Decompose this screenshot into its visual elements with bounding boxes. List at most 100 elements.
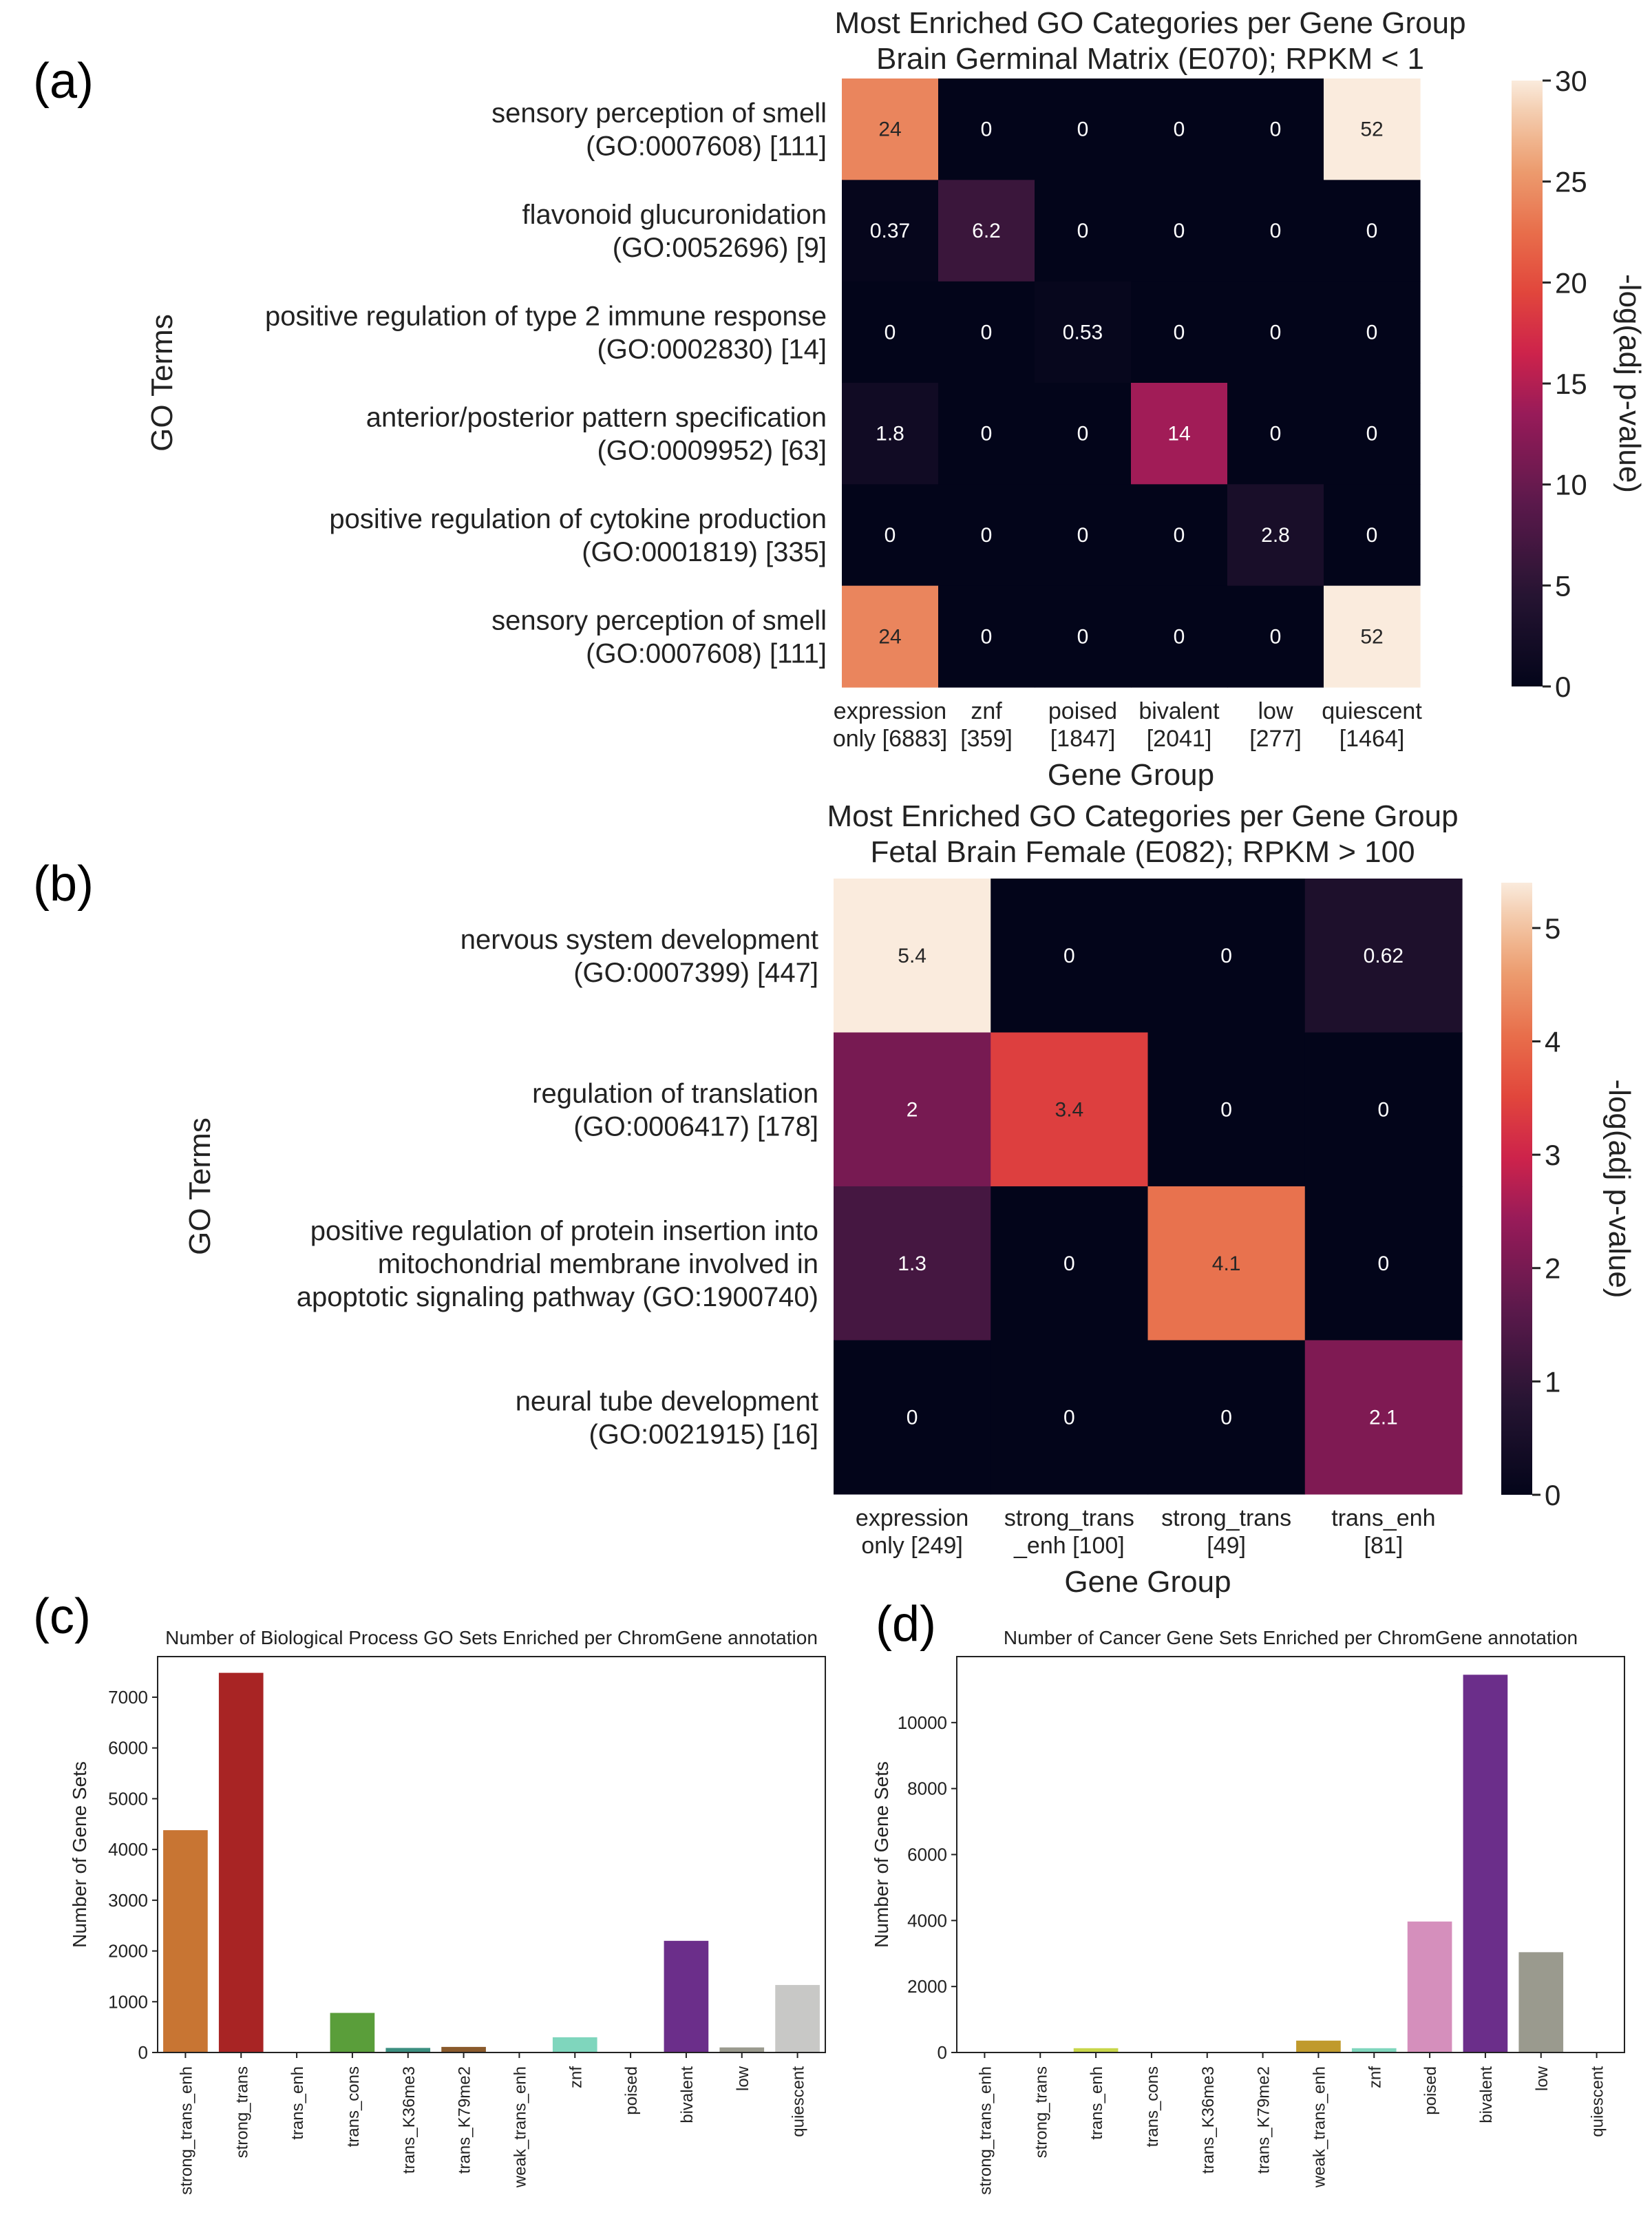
y-tick-label: 5000 [108, 1788, 148, 1809]
cell-value-label: 3.4 [1055, 1098, 1084, 1121]
heatmap-cell [938, 78, 1035, 180]
x-tick-label: strong_trans_enh [177, 2066, 195, 2195]
x-tick-label: trans_enh [1088, 2066, 1106, 2140]
y-tick-label: sensory perception of smell [491, 605, 827, 636]
heatmap-cell [842, 585, 939, 688]
x-tick-label: quiescent [790, 2066, 808, 2137]
heatmap-cell [1131, 585, 1228, 688]
y-tick-label: regulation of translation [532, 1078, 818, 1109]
bar [775, 1984, 820, 2052]
cell-value-label: 0 [1220, 1098, 1232, 1121]
y-tick-label: apoptotic signaling pathway (GO:1900740) [297, 1282, 818, 1312]
bar [163, 1830, 208, 2052]
x-tick-label: strong_trans [233, 2066, 251, 2158]
bar [552, 2037, 597, 2052]
y-tick-label: positive regulation of cytokine producti… [329, 504, 827, 534]
cell-value-label: 0 [1077, 524, 1089, 547]
y-tick-label: (GO:0007608) [111] [586, 132, 827, 162]
cell-value-label: 0 [1077, 423, 1089, 445]
colorbar-tick-label: 30 [1555, 65, 1587, 97]
cell-value-label: 2.8 [1261, 524, 1290, 547]
x-tick-label: bivalent [1477, 2066, 1496, 2123]
y-axis-label: Number of Gene Sets [871, 1761, 892, 1948]
colorbar-tick-label: 1 [1545, 1365, 1560, 1398]
chart-title: Number of Biological Process GO Sets Enr… [165, 1627, 818, 1648]
y-tick-label: 8000 [907, 1778, 947, 1799]
y-tick-label: positive regulation of type 2 immune res… [265, 301, 827, 331]
heatmap-b: Most Enriched GO Categories per Gene Gro… [183, 799, 1636, 1599]
x-tick-label: poised [1048, 698, 1117, 724]
x-tick-label: only [6883] [833, 726, 947, 752]
y-tick-label: 7000 [108, 1687, 148, 1708]
x-axis-label: Gene Group [1048, 758, 1214, 792]
cell-value-label: 0 [1174, 321, 1185, 344]
cell-value-label: 0 [1378, 1252, 1390, 1275]
cell-value-label: 2 [907, 1098, 918, 1121]
heatmap-cell [834, 1340, 991, 1495]
y-tick-label: 6000 [108, 1738, 148, 1758]
y-tick-label: (GO:0052696) [9] [613, 233, 827, 263]
colorbar [1501, 883, 1532, 1495]
x-tick-label: [49] [1207, 1533, 1246, 1559]
cell-value-label: 0.37 [870, 220, 910, 242]
x-tick-label: bivalent [678, 2066, 697, 2123]
y-tick-label: mitochondrial membrane involved in [378, 1249, 818, 1279]
heatmap-a: Most Enriched GO Categories per Gene Gro… [145, 6, 1646, 792]
chart-subtitle: Fetal Brain Female (E082); RPKM > 100 [870, 835, 1415, 869]
x-tick-label: [81] [1364, 1533, 1404, 1559]
x-tick-label: trans_cons [1143, 2066, 1162, 2147]
cell-value-label: 0 [981, 625, 993, 648]
cell-value-label: 0 [1366, 220, 1378, 242]
bar [719, 2047, 765, 2052]
heatmap-cell [1035, 180, 1132, 282]
x-tick-label: quiescent [1589, 2066, 1607, 2137]
x-tick-label: expression [856, 1505, 968, 1531]
x-tick-label: bivalent [1139, 698, 1220, 724]
y-tick-label: 0 [138, 2042, 148, 2063]
cell-value-label: 0 [1077, 625, 1089, 648]
bar [1073, 2048, 1119, 2052]
panel-label-c: (c) [33, 1589, 91, 1644]
x-tick-label: [1847] [1050, 726, 1116, 752]
heatmap-cell [1147, 1186, 1306, 1341]
y-tick-label: nervous system development [460, 925, 818, 955]
y-tick-label: 4000 [907, 1910, 947, 1931]
cell-value-label: 0 [1366, 321, 1378, 344]
x-tick-label: weak_trans_enh [1310, 2066, 1328, 2188]
heatmap-cell [1035, 484, 1132, 587]
cell-value-label: 0 [981, 118, 993, 141]
y-tick-label: (GO:0006417) [178] [573, 1111, 818, 1142]
x-tick-label: trans_enh [288, 2066, 307, 2140]
chart-title: Most Enriched GO Categories per Gene Gro… [834, 6, 1465, 40]
heatmap-cell [1147, 1340, 1306, 1495]
colorbar-tick-label: 0 [1555, 671, 1571, 703]
cell-value-label: 0 [1174, 220, 1185, 242]
heatmap-cell [842, 484, 939, 587]
cell-value-label: 0 [981, 321, 993, 344]
x-tick-label: poised [622, 2066, 641, 2115]
heatmap-cell [1304, 1186, 1463, 1341]
heatmap-cell [1324, 281, 1421, 384]
cell-value-label: 52 [1360, 118, 1383, 141]
heatmap-cell [1131, 78, 1228, 180]
chart-title: Most Enriched GO Categories per Gene Gro… [827, 799, 1458, 833]
x-tick-label: strong_trans [1032, 2066, 1050, 2158]
colorbar-tick-label: 10 [1555, 469, 1587, 501]
colorbar-tick-label: 4 [1545, 1025, 1560, 1058]
colorbar-tick-label: 5 [1545, 912, 1560, 945]
y-tick-label: sensory perception of smell [491, 98, 827, 129]
cell-value-label: 0 [1063, 1252, 1075, 1275]
x-tick-label: trans_K36me3 [1199, 2066, 1218, 2174]
heatmap-cell [1324, 180, 1421, 282]
cell-value-label: 0.62 [1364, 945, 1404, 967]
cell-value-label: 0 [1220, 945, 1232, 967]
bar [385, 2048, 431, 2052]
y-tick-label: (GO:0021915) [16] [589, 1419, 818, 1449]
colorbar [1512, 81, 1543, 686]
y-tick-label: flavonoid glucuronidation [522, 200, 827, 230]
x-tick-label: trans_K79me2 [1255, 2066, 1273, 2174]
x-tick-label: znf [566, 2066, 585, 2088]
y-tick-label: 10000 [898, 1712, 947, 1733]
heatmap-cell [1131, 180, 1228, 282]
plot-frame [157, 1656, 826, 2053]
